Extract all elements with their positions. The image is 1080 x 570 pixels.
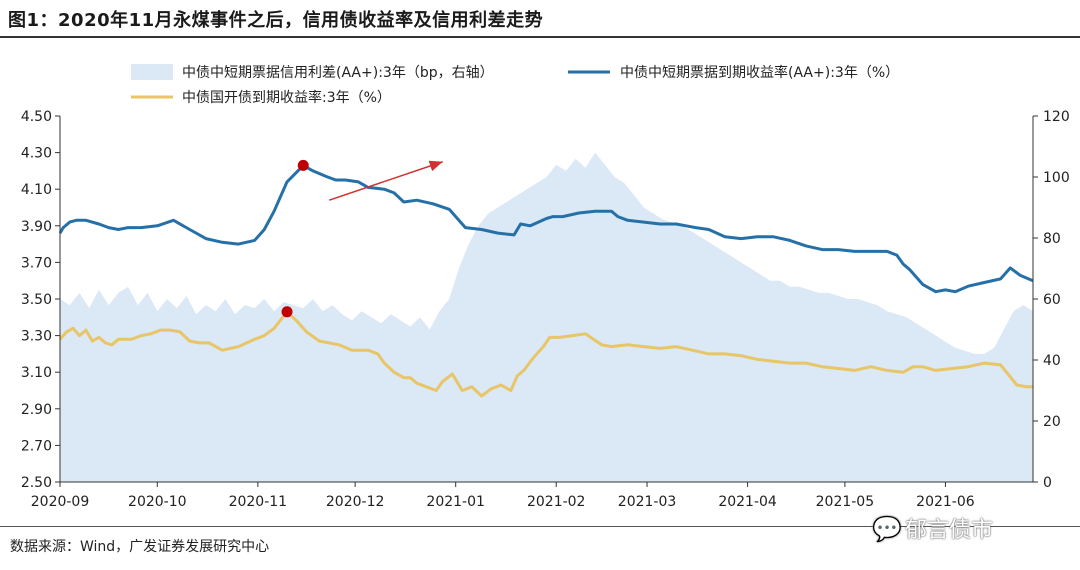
legend-swatch-spread xyxy=(131,64,173,80)
y-right-tick-label: 120 xyxy=(1043,109,1070,125)
legend-label-aa-yield: 中债中短期票据到期收益率(AA+):3年（%） xyxy=(620,64,899,81)
source-note: 数据来源：Wind，广发证券发展研究中心 xyxy=(10,539,270,555)
y-left-tick-label: 4.50 xyxy=(21,109,52,125)
trend-arrow-line xyxy=(328,161,443,201)
x-tick-label: 2020-11 xyxy=(229,494,288,510)
y-right-tick-label: 40 xyxy=(1043,353,1061,369)
peak-marker xyxy=(297,159,309,171)
series-spread-area xyxy=(60,152,1033,482)
y-left-tick-label: 3.10 xyxy=(21,365,52,381)
peak-marker xyxy=(281,306,293,318)
x-tick-label: 2021-04 xyxy=(718,494,777,510)
x-tick-label: 2021-05 xyxy=(816,494,875,510)
watermark: 郁言债市 xyxy=(905,518,994,543)
title-rule xyxy=(0,36,1080,38)
y-right-tick-label: 80 xyxy=(1043,231,1061,247)
legend-label-cdb-yield: 中债国开债到期收益率:3年（%） xyxy=(182,89,391,106)
x-tick-label: 2021-01 xyxy=(426,494,485,510)
y-left-tick-label: 3.30 xyxy=(21,329,52,345)
series-aa-yield-line xyxy=(58,163,1034,294)
y-right-tick-label: 20 xyxy=(1043,414,1061,430)
y-left-tick-label: 2.70 xyxy=(21,438,52,454)
y-right-tick-label: 60 xyxy=(1043,292,1061,308)
x-tick-label: 2020-09 xyxy=(31,494,90,510)
wechat-icon: 💬 xyxy=(872,515,902,543)
series-cdb-yield-line xyxy=(58,310,1033,398)
y-left-tick-label: 4.30 xyxy=(21,146,52,162)
figure-title: 图1：2020年11月永煤事件之后，信用债收益率及信用利差走势 xyxy=(8,10,544,31)
x-tick-label: 2021-02 xyxy=(527,494,586,510)
trend-arrow-head xyxy=(428,160,443,172)
x-tick-label: 2021-03 xyxy=(618,494,677,510)
legend-label-spread: 中债中短期票据信用利差(AA+):3年（bp，右轴） xyxy=(182,65,494,81)
x-tick-label: 2021-06 xyxy=(916,494,975,510)
bottom-rule xyxy=(0,526,1080,527)
y-left-tick-label: 2.50 xyxy=(21,475,52,491)
chart: 4.50 4.30 4.10 3.90 3.70 3.50 3.30 3.10 2.90 2.70… xyxy=(21,64,1070,510)
y-right-tick-label: 0 xyxy=(1043,475,1052,491)
y-right-tick-label: 100 xyxy=(1043,170,1070,186)
y-left-tick-label: 3.90 xyxy=(21,219,52,235)
x-tick-label: 2020-10 xyxy=(128,494,187,510)
y-left-tick-label: 2.90 xyxy=(21,402,52,418)
y-left-tick-label: 3.70 xyxy=(21,255,52,271)
x-tick-label: 2020-12 xyxy=(326,494,385,510)
y-left-tick-label: 3.50 xyxy=(21,292,52,308)
y-left-tick-label: 4.10 xyxy=(21,182,52,198)
